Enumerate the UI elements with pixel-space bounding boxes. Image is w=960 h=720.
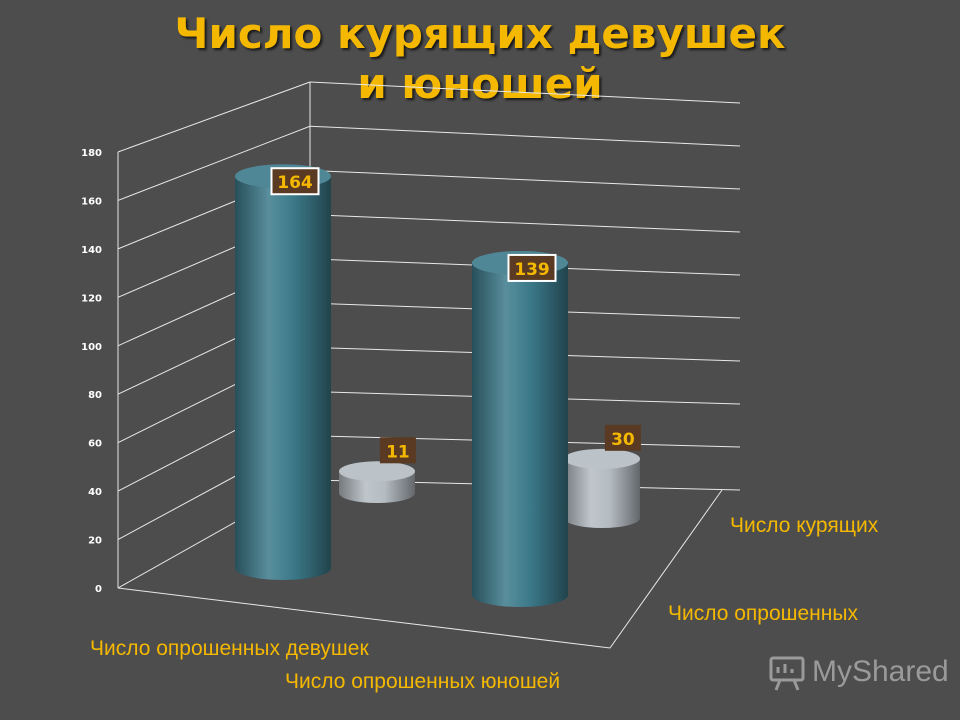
y-tick-label: 80 [88, 390, 102, 401]
bar-число-опрошенных-1 [235, 164, 331, 580]
chart-floor-edge [117, 489, 723, 649]
cylinder-top [564, 448, 640, 469]
presentation-board-icon [769, 656, 805, 691]
data-label-box [507, 253, 557, 282]
y-tick-label: 0 [95, 584, 102, 595]
data-label-box [379, 437, 416, 464]
y-tick-label: 160 [81, 196, 102, 207]
bar-число-курящих-2 [564, 448, 640, 528]
data-label: 11 [379, 437, 416, 464]
series-label: Число курящих [730, 514, 879, 537]
data-label-text: 11 [386, 442, 410, 462]
slide-title-line-2: и юношей [357, 59, 603, 108]
cylinder-body [235, 176, 331, 580]
y-tick-label: 120 [81, 293, 102, 304]
data-label: 30 [604, 424, 641, 451]
cylinder-body [564, 458, 640, 528]
cylinder-top [339, 461, 415, 482]
bar-число-опрошенных-2 [472, 250, 568, 607]
back-gridline [309, 169, 741, 190]
y-tick-label: 140 [81, 245, 102, 256]
y-tick-label: 20 [88, 536, 102, 547]
data-label-box [270, 167, 320, 196]
bar-число-курящих-1 [339, 461, 415, 503]
side-gridline [117, 125, 311, 201]
y-tick-label: 100 [81, 342, 102, 353]
watermark: MyShared [768, 650, 949, 694]
data-label-text: 139 [514, 260, 550, 280]
side-gridline [117, 81, 311, 153]
y-tick-label: 40 [88, 487, 102, 498]
data-label: 164 [270, 167, 320, 196]
back-gridline [309, 125, 741, 147]
category-label: Число опрошенных девушек [90, 637, 369, 660]
back-gridline [309, 214, 741, 233]
watermark-text: MyShared [812, 655, 949, 688]
cylinder-body [472, 262, 568, 607]
slide-title-line-1: Число курящих девушек [174, 9, 786, 58]
data-label: 139 [507, 253, 557, 282]
category-label: Число опрошенных юношей [285, 670, 560, 693]
back-gridline [309, 81, 741, 104]
data-label-text: 30 [611, 430, 635, 450]
y-tick-label: 60 [88, 439, 102, 450]
data-label-box [604, 424, 641, 451]
series-label: Число опрошенных [668, 602, 858, 625]
y-tick-label: 180 [81, 148, 102, 159]
data-label-text: 164 [277, 173, 313, 193]
